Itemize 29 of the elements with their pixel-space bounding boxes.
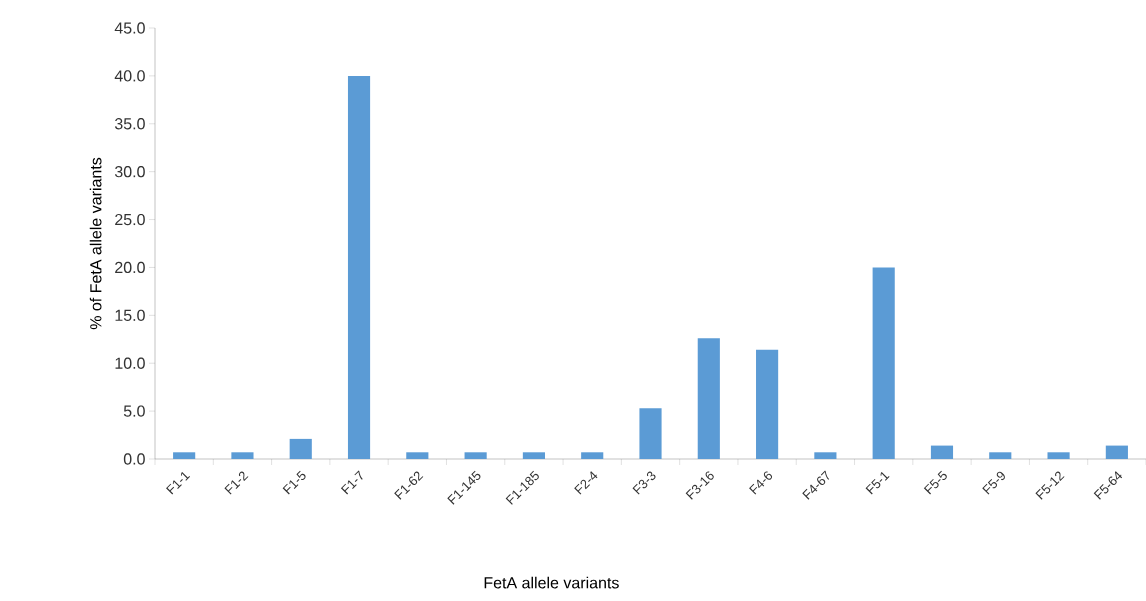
y-tick-label: 40.0	[114, 70, 145, 82]
bar	[1105, 445, 1128, 459]
y-tick-label: 5.0	[123, 405, 145, 417]
bar	[756, 349, 779, 459]
x-axis-title: FetA allele variants	[484, 576, 619, 589]
bar	[989, 452, 1012, 459]
y-tick-label: 30.0	[114, 166, 145, 178]
y-tick-label: 25.0	[115, 213, 145, 226]
y-tick-label: 20.0	[115, 261, 145, 274]
bar	[231, 452, 254, 459]
bar	[1047, 452, 1070, 459]
bar	[522, 452, 545, 459]
bar	[173, 452, 196, 459]
y-tick-label: 15.0	[115, 309, 145, 321]
bar	[697, 338, 720, 459]
bar	[581, 452, 604, 459]
y-tick-label: 0.0	[123, 453, 145, 465]
bar	[814, 452, 837, 459]
y-axis-title: % of FetA allele variants	[89, 157, 102, 330]
y-tick-label: 10.0	[115, 357, 145, 369]
bar	[406, 452, 429, 459]
bar	[639, 408, 662, 459]
y-tick-label: 35.0	[114, 118, 145, 130]
y-tick-label: 45.0	[114, 22, 145, 34]
bar	[930, 445, 954, 459]
bar	[464, 452, 487, 459]
bar	[347, 75, 371, 459]
bar	[289, 438, 312, 459]
bar	[872, 267, 895, 459]
